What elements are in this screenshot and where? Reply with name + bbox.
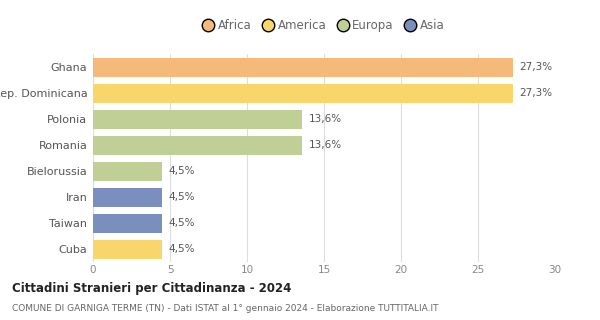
Text: 13,6%: 13,6%	[308, 114, 342, 124]
Text: 4,5%: 4,5%	[169, 192, 195, 203]
Bar	[93, 214, 162, 233]
Text: Cittadini Stranieri per Cittadinanza - 2024: Cittadini Stranieri per Cittadinanza - 2…	[12, 282, 292, 295]
Bar	[93, 136, 302, 155]
Bar	[93, 188, 162, 207]
Bar	[93, 162, 162, 181]
Text: 4,5%: 4,5%	[169, 244, 195, 254]
Bar	[93, 58, 514, 77]
Bar	[93, 240, 162, 259]
Bar	[93, 84, 514, 103]
Text: 27,3%: 27,3%	[520, 88, 553, 98]
Text: 13,6%: 13,6%	[308, 140, 342, 150]
Legend: Africa, America, Europa, Asia: Africa, America, Europa, Asia	[199, 14, 449, 37]
Text: COMUNE DI GARNIGA TERME (TN) - Dati ISTAT al 1° gennaio 2024 - Elaborazione TUTT: COMUNE DI GARNIGA TERME (TN) - Dati ISTA…	[12, 304, 439, 313]
Text: 27,3%: 27,3%	[520, 62, 553, 72]
Bar	[93, 110, 302, 129]
Text: 4,5%: 4,5%	[169, 218, 195, 228]
Text: 4,5%: 4,5%	[169, 166, 195, 176]
